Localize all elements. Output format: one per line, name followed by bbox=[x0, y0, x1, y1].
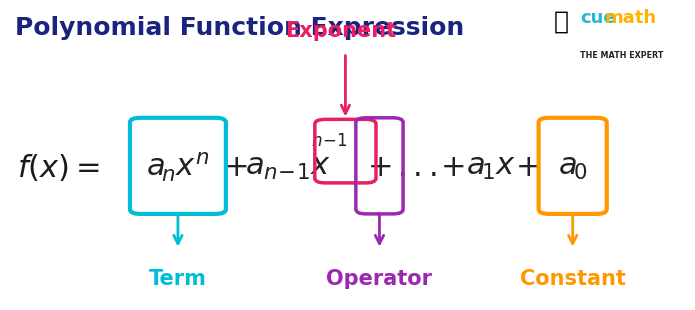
Text: Operator: Operator bbox=[327, 269, 432, 289]
Text: Polynomial Function Expression: Polynomial Function Expression bbox=[15, 16, 464, 39]
Text: THE MATH EXPERT: THE MATH EXPERT bbox=[580, 51, 664, 60]
Text: $a_{n\!-\!1}x$: $a_{n\!-\!1}x$ bbox=[245, 153, 332, 182]
Text: $f(x) =$: $f(x) =$ bbox=[17, 152, 100, 183]
Text: $n\!-\!1$: $n\!-\!1$ bbox=[311, 132, 348, 150]
Text: Term: Term bbox=[149, 269, 207, 289]
Text: $+$: $+$ bbox=[515, 153, 540, 182]
Text: $a_{\!n}x^{n}$: $a_{\!n}x^{n}$ bbox=[147, 151, 209, 184]
Text: $+$: $+$ bbox=[367, 153, 392, 182]
Text: $...$: $...$ bbox=[397, 153, 437, 182]
Text: $a_{\!1}x$: $a_{\!1}x$ bbox=[466, 153, 516, 182]
Text: $a_{\!0}$: $a_{\!0}$ bbox=[558, 153, 587, 182]
Text: Constant: Constant bbox=[520, 269, 626, 289]
Text: math: math bbox=[605, 9, 657, 27]
Text: Exponent: Exponent bbox=[285, 21, 396, 41]
Text: $+$: $+$ bbox=[439, 153, 464, 182]
Text: cue: cue bbox=[580, 9, 616, 27]
Text: $+$: $+$ bbox=[222, 153, 247, 182]
Text: 🚀: 🚀 bbox=[554, 10, 569, 34]
